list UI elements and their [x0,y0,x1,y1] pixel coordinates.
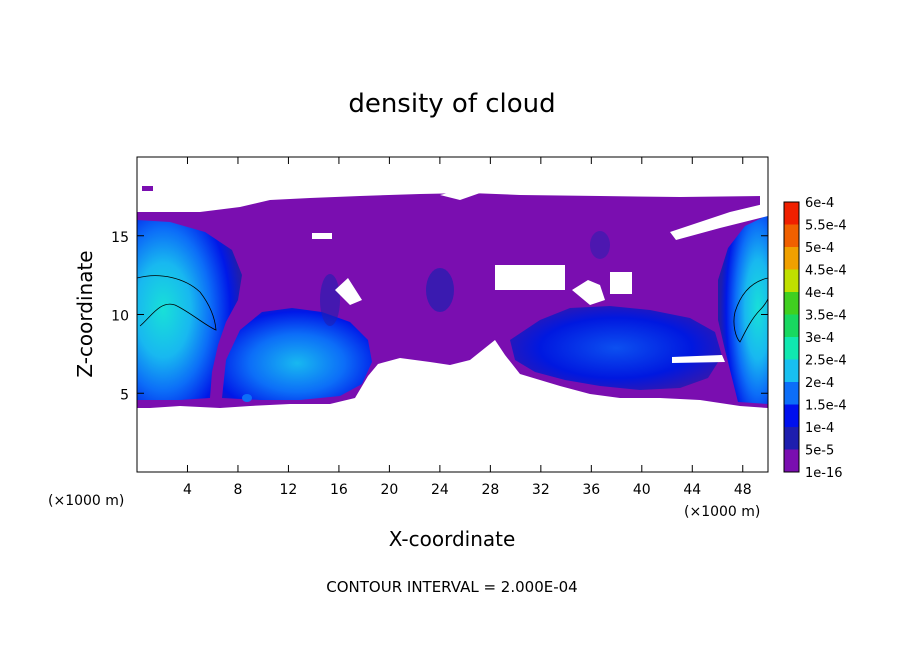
y-axis: 5 10 15 [111,230,768,403]
colorbar-label: 3.5e-4 [805,309,847,324]
cloud-streak [242,394,252,402]
x-axis-label: X-coordinate [389,527,516,551]
colorbar: 1e-16 5e-5 1e-4 1.5e-4 2e-4 2.5e-4 3e-4 3.5e-4 4… [783,196,847,481]
x-tick-label: 24 [431,482,449,498]
colorbar-swatch [784,449,799,472]
x-tick-label: 32 [532,482,550,498]
density-field [137,186,768,408]
x-unit-label-left: (×1000 m) [48,493,124,509]
colorbar-label: 1e-4 [805,421,834,436]
y-tick-label: 15 [111,230,129,246]
colorbar-swatch [784,337,799,360]
contour-line-left [137,275,217,331]
chart-title: density of cloud [348,89,555,119]
colorbar-label: 2e-4 [805,376,834,391]
colorbar-label: 5e-4 [805,241,834,256]
colorbar-swatch [784,382,799,405]
y-tick-label: 5 [120,387,129,403]
colorbar-label: 2.5e-4 [805,354,847,369]
clear-air-holes [312,190,768,363]
cloud-fragment [142,186,153,191]
colorbar-swatch [784,247,799,270]
colorbar-label: 4.5e-4 [805,264,847,279]
colorbar-frame [783,201,800,473]
x-axis: 4 8 12 16 20 24 28 32 36 40 44 48 [183,157,752,498]
x-tick-label: 36 [582,482,600,498]
colorbar-label: 6e-4 [805,196,834,211]
x-tick-label: 4 [183,482,192,498]
y-tick-label: 10 [111,309,129,325]
x-tick-label: 44 [683,482,701,498]
colorbar-swatch [784,427,799,450]
cloud-streak [320,274,340,326]
colorbar-swatch [784,359,799,382]
colorbar-label: 1.5e-4 [805,399,847,414]
colorbar-label: 5e-5 [805,444,834,459]
colorbar-swatch [784,202,799,225]
colorbar-label: 4e-4 [805,286,834,301]
x-tick-label: 20 [380,482,398,498]
colorbar-label: 3e-4 [805,331,834,346]
colorbar-swatch [784,224,799,247]
x-tick-label: 8 [233,482,242,498]
colorbar-label: 5.5e-4 [805,219,847,234]
colorbar-swatch [784,292,799,315]
y-axis-label: Z-coordinate [73,250,97,377]
contour-interval-note: CONTOUR INTERVAL = 2.000E-04 [326,578,577,596]
x-tick-label: 28 [481,482,499,498]
colorbar-swatch [784,404,799,427]
cloud-lobe-left [222,308,372,400]
x-tick-label: 16 [330,482,348,498]
cloud-core-left [137,220,242,400]
contour-line-right [733,277,768,343]
cloud-streak [590,231,610,259]
cloud-blob-center-right [510,306,722,390]
cloud-streak [426,268,454,312]
x-tick-label: 48 [734,482,752,498]
colorbar-label: 1e-16 [805,466,843,481]
x-tick-label: 40 [633,482,651,498]
cloud-core-right [718,215,768,404]
colorbar-swatch [784,269,799,292]
colorbar-swatch [784,314,799,337]
x-unit-label-right: (×1000 m) [684,504,760,520]
x-tick-label: 12 [280,482,298,498]
